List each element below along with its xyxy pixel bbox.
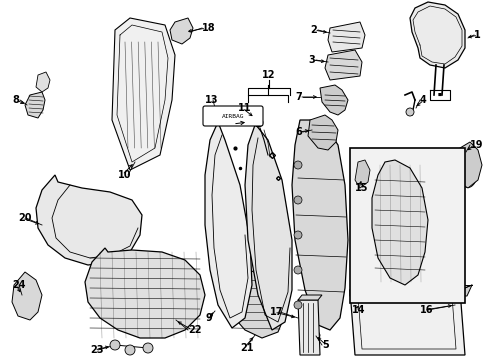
Circle shape xyxy=(293,301,302,309)
Polygon shape xyxy=(244,125,291,330)
Circle shape xyxy=(110,340,120,350)
Polygon shape xyxy=(36,72,50,92)
Text: 6: 6 xyxy=(294,127,301,137)
Text: 2: 2 xyxy=(309,25,316,35)
Text: 14: 14 xyxy=(351,305,365,315)
Polygon shape xyxy=(327,22,364,52)
Text: 9: 9 xyxy=(204,313,211,323)
Polygon shape xyxy=(170,18,193,44)
Circle shape xyxy=(125,345,135,355)
Text: 8: 8 xyxy=(12,95,19,105)
Circle shape xyxy=(405,108,413,116)
Polygon shape xyxy=(349,285,361,296)
Polygon shape xyxy=(112,18,175,170)
Text: 10: 10 xyxy=(118,170,131,180)
Text: 21: 21 xyxy=(240,343,253,353)
Polygon shape xyxy=(36,175,142,265)
Polygon shape xyxy=(85,248,204,338)
Polygon shape xyxy=(291,120,347,330)
Polygon shape xyxy=(297,300,319,355)
Text: 5: 5 xyxy=(321,340,328,350)
Polygon shape xyxy=(409,2,464,68)
Polygon shape xyxy=(227,270,285,338)
FancyBboxPatch shape xyxy=(203,106,263,126)
Polygon shape xyxy=(12,272,42,320)
Text: 16: 16 xyxy=(419,305,433,315)
Text: 24: 24 xyxy=(12,280,25,290)
Polygon shape xyxy=(319,85,347,115)
Text: 1: 1 xyxy=(473,30,480,40)
Polygon shape xyxy=(354,160,369,188)
Text: 23: 23 xyxy=(90,345,103,355)
Text: 11: 11 xyxy=(238,103,251,113)
Text: 20: 20 xyxy=(18,213,31,223)
Circle shape xyxy=(293,266,302,274)
Polygon shape xyxy=(325,50,361,80)
Circle shape xyxy=(293,161,302,169)
Polygon shape xyxy=(371,160,427,285)
Text: 13: 13 xyxy=(204,95,218,105)
Text: 15: 15 xyxy=(354,183,368,193)
Text: ■: ■ xyxy=(437,93,441,97)
Text: 19: 19 xyxy=(469,140,483,150)
Polygon shape xyxy=(454,142,481,188)
Polygon shape xyxy=(307,115,337,150)
Polygon shape xyxy=(204,122,251,328)
Circle shape xyxy=(293,196,302,204)
Circle shape xyxy=(293,231,302,239)
Text: 17: 17 xyxy=(269,307,283,317)
Text: AIRBAG: AIRBAG xyxy=(221,113,244,118)
Text: 22: 22 xyxy=(187,325,201,335)
Polygon shape xyxy=(297,295,321,300)
Polygon shape xyxy=(307,325,319,350)
Bar xyxy=(349,148,464,303)
Text: 4: 4 xyxy=(419,95,426,105)
Text: 3: 3 xyxy=(307,55,314,65)
Text: 18: 18 xyxy=(202,23,215,33)
Text: 12: 12 xyxy=(262,70,275,80)
Polygon shape xyxy=(455,285,471,296)
Polygon shape xyxy=(25,92,45,118)
Circle shape xyxy=(142,343,153,353)
Text: 7: 7 xyxy=(294,92,301,102)
Polygon shape xyxy=(349,290,464,355)
